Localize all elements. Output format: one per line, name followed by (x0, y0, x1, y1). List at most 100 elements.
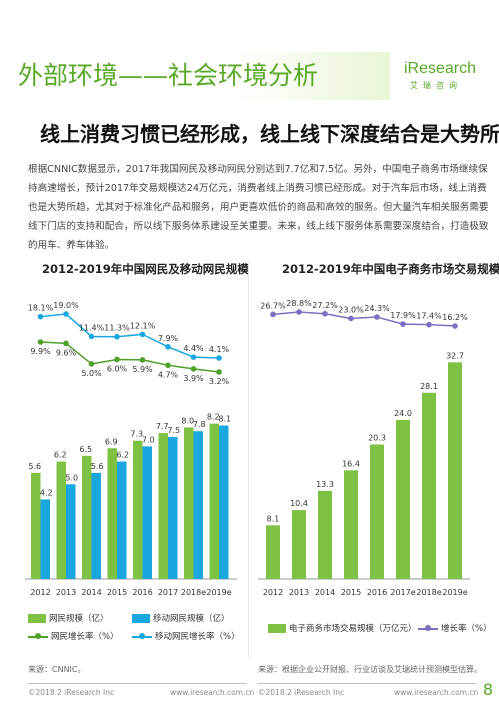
chart2-title: 2012-2019年中国电子商务市场交易规模 (282, 262, 499, 276)
bar-net (82, 455, 92, 579)
source-left: 来源：CNNIC。 (28, 665, 86, 674)
bar-ec-size (318, 490, 332, 579)
ec-rate-point (348, 315, 354, 322)
mobile-rate-point (216, 355, 222, 361)
footer-url-right: www.iresearch.com.cn (394, 688, 479, 697)
bar-mobile-label: 6.2 (116, 451, 129, 460)
net-rate-label: 9.9% (30, 347, 51, 356)
legend-ec-rate: 增长率（%） (418, 622, 492, 634)
footer-line-left (28, 683, 246, 684)
chart1-title: 2012-2019年中国网民及移动网民规模 (42, 262, 249, 276)
bar-net (107, 448, 117, 579)
ec-rate-label: 26.7% (260, 301, 286, 310)
ec-rate-point (296, 309, 302, 315)
body-paragraph: 根据CNNIC数据显示，2017年我国网民及移动网民分别达到7.7亿和7.5亿。… (28, 164, 489, 251)
net-rate-label: 4.7% (158, 370, 179, 379)
bar-mobile-label: 5.0 (65, 473, 78, 482)
legend-ec-size-swatch (268, 623, 286, 633)
bar-net (184, 427, 194, 579)
legend-mobile-rate: 移动网民增长率（%） (132, 630, 240, 642)
bar-net (209, 423, 219, 579)
bar-net-label: 6.5 (79, 445, 92, 454)
bar-ec-size (266, 525, 280, 579)
ec-rate-point (270, 311, 276, 318)
legend-net-rate-swatch (28, 632, 48, 641)
source-right: 来源：根据企业公开财报、行业访谈及艾瑞统计预测模型估算。 (258, 665, 482, 674)
footer-copyright-left: ©2018.2 iResearch Inc (28, 688, 115, 697)
mobile-rate-label: 18.1% (28, 304, 54, 313)
chart1-svg: 5.6 4.2 2012 6.2 5.0 2013 6.5 5.6 2014 6.9 6.2 2015… (25, 301, 237, 597)
legend-net: 网民规模（亿） (28, 612, 109, 624)
mobile-rate-label: 11.4% (79, 323, 105, 332)
footer-line-right (258, 683, 476, 684)
bar-mobile (142, 446, 152, 579)
mobile-rate-label: 7.9% (158, 334, 179, 343)
bar-mobile (193, 431, 203, 579)
bar-mobile-label: 7.0 (142, 435, 155, 444)
iresearch-logo: iResearch 艾瑞咨询 (404, 58, 496, 98)
footer-copyright-right: ©2018.2 iResearch Inc (258, 688, 345, 697)
net-rate-label: 6.0% (107, 364, 128, 373)
legend-net-label: 网民规模（亿） (49, 614, 109, 624)
bar-ec-size (422, 392, 436, 579)
legend-net-rate-label: 网民增长率（%） (51, 632, 119, 642)
net-rate-label: 3.9% (183, 374, 204, 383)
net-rate-line (40, 341, 220, 373)
bar-ec-size-label: 24.0 (394, 409, 412, 418)
mobile-rate-point (139, 331, 146, 338)
ec-rate-label: 28.8% (286, 299, 312, 308)
bar-ec-size-label: 10.4 (290, 499, 308, 508)
footer-url-left: www.iresearch.com.cn (170, 688, 255, 697)
x-tick-label: 2013 (56, 588, 76, 597)
bar-net (31, 472, 41, 579)
mobile-rate-point (114, 333, 120, 340)
logo-subtext: 艾瑞咨询 (410, 81, 462, 90)
chart1-legend: 网民规模（亿） 移动网民规模（亿） 网民增长率（%） 移动网民增长率（%） (28, 612, 248, 652)
x-tick-label: 2018e (181, 588, 206, 597)
bar-net (158, 433, 168, 579)
x-tick-label: 2012 (30, 588, 50, 597)
net-rate-point (88, 361, 95, 367)
mobile-rate-label: 19.0% (53, 301, 79, 310)
bar-mobile-label: 5.6 (91, 462, 104, 471)
bar-mobile (40, 499, 50, 579)
bar-mobile-label: 8.1 (218, 415, 231, 424)
net-rate-point (165, 362, 171, 369)
mobile-rate-point (165, 343, 171, 350)
title-bar (0, 52, 390, 100)
net-rate-point (114, 356, 120, 363)
legend-mobile-rate-swatch (132, 632, 152, 641)
bar-ec-size-label: 32.7 (446, 351, 464, 360)
legend-ec-size: 电子商务市场交易规模（万亿元） (268, 622, 417, 634)
net-rate-point (63, 340, 69, 347)
bar-mobile (91, 472, 101, 579)
legend-net-swatch (28, 613, 46, 623)
mobile-rate-label: 4.1% (209, 345, 230, 354)
bar-ec-size (344, 470, 358, 579)
mobile-rate-label: 11.3% (104, 324, 130, 333)
bar-mobile (219, 425, 229, 579)
bar-net-label: 6.9 (105, 437, 118, 446)
x-tick-label: 2017 (158, 588, 178, 597)
net-rate-label: 3.2% (209, 377, 230, 386)
legend-ec-rate-label: 增长率（%） (441, 624, 492, 634)
bar-net (56, 461, 66, 579)
page-title: 外部环境——社会环境分析 (18, 61, 319, 90)
ec-rate-point (452, 323, 458, 329)
page-subtitle: 线上消费习惯已经形成，线上线下深度结合是大势所趋 (40, 122, 499, 146)
legend-ec-rate-swatch (418, 624, 438, 633)
ec-rate-point (374, 314, 380, 320)
net-rate-label: 5.9% (132, 365, 153, 374)
ec-rate-label: 27.2% (312, 301, 338, 310)
bar-net-label: 7.7 (156, 422, 169, 431)
x-tick-label: 2016 (132, 588, 152, 597)
bar-ec-size (396, 419, 410, 579)
ec-rate-label: 17.4% (416, 312, 442, 321)
chart-divider (248, 262, 249, 657)
net-rate-point (216, 369, 222, 375)
mobile-rate-point (88, 333, 95, 340)
ec-rate-label: 17.9% (390, 311, 416, 320)
ec-rate-point (400, 321, 406, 327)
mobile-rate-label: 12.1% (130, 321, 156, 330)
bar-mobile-label: 7.8 (193, 420, 206, 429)
